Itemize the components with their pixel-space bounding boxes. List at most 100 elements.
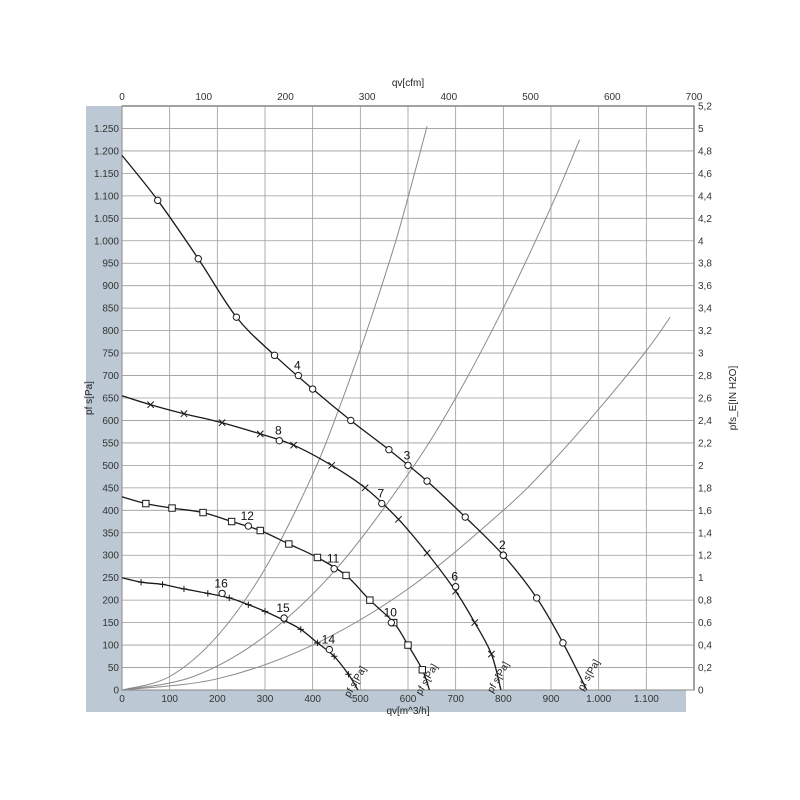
marker-plus bbox=[204, 590, 211, 597]
y-tick-label: 1.100 bbox=[94, 191, 119, 202]
y2-tick-label: 4,8 bbox=[698, 146, 712, 157]
y-tick-label: 50 bbox=[108, 663, 120, 674]
y2-tick-label: 0,2 bbox=[698, 663, 712, 674]
operating-point-label: 14 bbox=[322, 633, 336, 647]
y2-tick-label: 2,4 bbox=[698, 416, 712, 427]
marker-circle bbox=[385, 445, 393, 454]
y-tick-label: 1.200 bbox=[94, 146, 119, 157]
x2-tick-label: 0 bbox=[119, 92, 125, 103]
marker-x bbox=[487, 650, 495, 658]
x2-tick-label: 100 bbox=[195, 92, 212, 103]
operating-point-label: 16 bbox=[214, 576, 228, 590]
operating-point-marker bbox=[275, 436, 283, 445]
marker-square bbox=[418, 666, 427, 674]
fan-curve-2 bbox=[121, 395, 502, 691]
marker-plus bbox=[180, 585, 188, 593]
y-tick-label: 450 bbox=[102, 483, 119, 494]
x2-axis-ticks: 0 100 200 300 400 500 600 700 bbox=[119, 92, 703, 103]
y-tick-label: 350 bbox=[102, 528, 119, 539]
y2-axis-ticks: 0 0,2 0,4 0,6 0,8 1 1,2 1,4 1,6 1,8 2 2,2 2,4 2,6 2,8 3… bbox=[698, 102, 712, 697]
marker-x bbox=[471, 619, 479, 627]
y2-tick-label: 0 bbox=[698, 686, 704, 697]
marker-circle bbox=[232, 313, 241, 321]
y2-tick-label: 1,8 bbox=[698, 483, 712, 494]
marker-circle bbox=[559, 639, 567, 647]
x-tick-label: 100 bbox=[161, 694, 178, 705]
x-tick-label: 200 bbox=[209, 694, 226, 705]
y-tick-label: 1.050 bbox=[94, 214, 119, 225]
marker-circle bbox=[270, 351, 279, 360]
marker-square bbox=[256, 526, 264, 535]
y2-tick-label: 2,6 bbox=[698, 394, 712, 405]
marker-square bbox=[366, 596, 374, 604]
y2-tick-label: 3,2 bbox=[698, 326, 712, 337]
operating-point-marker bbox=[244, 522, 253, 530]
marker-circle bbox=[194, 255, 202, 263]
marker-x bbox=[328, 461, 336, 469]
y2-tick-label: 4,4 bbox=[698, 191, 712, 202]
operating-point-label: 10 bbox=[384, 606, 398, 620]
marker-x bbox=[180, 410, 188, 418]
marker-circle bbox=[423, 477, 431, 485]
operating-point-marker bbox=[280, 614, 288, 622]
marker-square bbox=[342, 571, 350, 580]
y2-tick-label: 1,4 bbox=[698, 528, 712, 539]
x2-tick-label: 200 bbox=[277, 92, 294, 103]
system-curves bbox=[121, 126, 671, 691]
operating-point-label: 3 bbox=[404, 448, 411, 462]
y-tick-label: 500 bbox=[102, 461, 119, 472]
x-tick-label: 500 bbox=[352, 694, 369, 705]
y2-tick-label: 2 bbox=[698, 461, 704, 472]
operating-point-label: 11 bbox=[327, 552, 340, 566]
marker-x bbox=[256, 430, 264, 438]
operating-points: 2 3 4 6 7 8 10 11 12 14 15 16 bbox=[214, 359, 508, 654]
marker-circle bbox=[533, 594, 541, 602]
operating-point-label: 12 bbox=[241, 509, 255, 523]
marker-square bbox=[313, 553, 322, 562]
y-tick-label: 300 bbox=[102, 551, 119, 562]
y2-tick-label: 4,2 bbox=[698, 214, 712, 225]
y-tick-label: 250 bbox=[102, 573, 119, 584]
operating-point-marker bbox=[378, 499, 386, 508]
system-curve bbox=[121, 316, 671, 691]
marker-plus bbox=[314, 639, 321, 647]
y2-tick-label: 3,6 bbox=[698, 281, 712, 292]
marker-plus bbox=[137, 578, 145, 586]
operating-point-label: 8 bbox=[275, 424, 282, 438]
y-tick-label: 0 bbox=[113, 686, 119, 697]
marker-square bbox=[404, 641, 412, 649]
x-tick-label: 1.000 bbox=[586, 694, 611, 705]
y2-axis-label: pfs_E[IN H2O] bbox=[728, 366, 739, 431]
marker-square bbox=[227, 517, 236, 526]
grid bbox=[121, 106, 694, 691]
system-curve bbox=[121, 126, 428, 691]
x2-tick-label: 400 bbox=[441, 92, 458, 103]
marker-circle bbox=[154, 196, 162, 205]
y2-tick-label: 0,8 bbox=[698, 596, 712, 607]
operating-point-label: 15 bbox=[276, 601, 290, 615]
x-tick-label: 700 bbox=[447, 694, 464, 705]
marker-circle bbox=[461, 513, 469, 521]
marker-square bbox=[285, 540, 293, 548]
y-tick-label: 600 bbox=[102, 416, 119, 427]
marker-circle bbox=[308, 385, 317, 393]
x-axis-ticks: 0 100 200 300 400 500 600 700 800 900 1.000 1.100 bbox=[119, 694, 659, 705]
x-tick-label: 600 bbox=[400, 694, 417, 705]
y-tick-label: 800 bbox=[102, 326, 119, 337]
operating-point-marker bbox=[294, 371, 303, 380]
x-tick-label: 900 bbox=[543, 694, 560, 705]
x2-tick-label: 500 bbox=[522, 92, 539, 103]
y2-tick-label: 1,6 bbox=[698, 506, 712, 517]
y2-tick-label: 2,2 bbox=[698, 438, 712, 449]
y-tick-label: 1.250 bbox=[94, 124, 119, 135]
y-tick-label: 900 bbox=[102, 281, 119, 292]
marker-x bbox=[218, 419, 226, 427]
y-tick-label: 150 bbox=[102, 618, 119, 629]
y-tick-label: 1.000 bbox=[94, 236, 119, 247]
y-tick-label: 700 bbox=[102, 371, 119, 382]
y2-tick-label: 3,4 bbox=[698, 304, 712, 315]
y-tick-label: 400 bbox=[102, 506, 119, 517]
operating-point-marker bbox=[325, 645, 334, 654]
marker-x bbox=[361, 484, 369, 492]
